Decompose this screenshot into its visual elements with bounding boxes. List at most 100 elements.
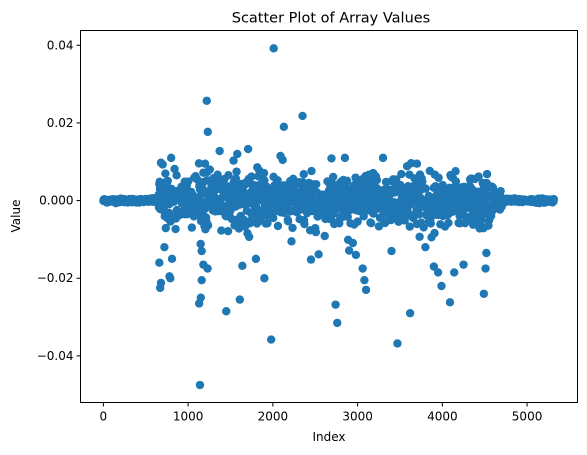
data-point [451,167,460,176]
y-tick-label: 0.04 [47,38,74,52]
data-point [320,231,329,241]
outlier-point [479,289,489,298]
outlier-point [287,237,296,246]
data-point [244,232,254,242]
outlier-point [298,111,307,121]
data-point [348,238,358,248]
data-point [359,212,368,221]
data-point [232,167,241,176]
data-point [344,246,354,255]
outlier-point [195,380,205,390]
data-point [203,127,212,137]
data-point [549,194,559,204]
data-point [327,154,336,163]
data-point [444,218,453,228]
data-point [328,172,338,182]
data-point [196,239,205,249]
outlier-point [166,153,176,163]
outlier-point [429,262,439,271]
outlier-point [421,242,430,252]
data-point [405,222,414,231]
data-point [187,223,197,232]
x-tick-label: 4000 [427,410,458,424]
data-point [342,176,352,185]
outlier-point [266,335,276,344]
data-point [198,185,208,195]
outlier-point [340,153,350,163]
data-point [183,177,193,186]
outlier-point [269,44,278,53]
outlier-point [251,254,261,264]
data-point [194,159,204,168]
x-axis-label: Index [312,430,345,444]
data-point [205,165,215,174]
data-point [311,227,321,237]
outlier-point [459,260,468,269]
data-point [259,168,269,178]
data-point [397,169,406,179]
outlier-point [155,258,164,267]
data-point [474,172,483,181]
outlier-point [306,255,316,264]
data-point [161,169,170,178]
data-point [314,250,323,259]
outlier-point [360,275,369,285]
data-point [307,166,316,176]
outlier-point [482,248,491,258]
outlier-point [197,275,206,285]
outlier-point [331,300,340,309]
data-point [482,169,492,179]
outlier-point [405,308,415,318]
data-point [229,156,238,165]
y-axis-label: Value [9,200,23,233]
data-point [171,224,180,234]
plot-frame [80,30,578,403]
data-point [419,223,428,232]
data-point [223,226,233,236]
data-point [263,219,272,228]
data-point [415,232,424,241]
data-point [202,175,212,185]
data-point [430,228,439,238]
outlier-point [158,160,167,169]
data-point [415,210,424,219]
outlier-point [222,307,231,316]
data-point [434,173,443,182]
y-tick-label: −0.04 [37,349,74,363]
data-point [288,223,297,233]
data-point [343,212,352,221]
outlier-point [166,274,175,283]
data-point [203,221,213,230]
outlier-point [437,281,446,291]
y-tick-label: 0.000 [39,194,73,208]
outlier-point [433,268,443,277]
outlier-point [412,159,422,168]
data-point [372,175,382,185]
outlier-point [235,295,245,304]
x-tick-label: 0 [100,410,108,424]
data-point [269,213,278,223]
x-tick-label: 3000 [342,410,373,424]
outlier-point [333,318,342,328]
data-point [215,146,224,156]
data-point [273,221,283,231]
outlier-point [387,246,396,256]
outlier-point [481,264,490,273]
data-point [172,171,181,180]
outlier-point [279,122,289,131]
outlier-point [160,242,169,252]
outlier-point [197,246,206,256]
outlier-point [450,268,459,277]
outlier-point [238,261,247,271]
outlier-point [378,153,388,163]
data-point [170,164,179,174]
outlier-point [202,96,211,105]
outlier-point [200,159,210,168]
data-point [421,184,430,193]
outlier-point [358,264,367,273]
data-point [366,218,376,228]
outlier-point [393,339,402,348]
outlier-point [233,149,242,159]
data-point [299,170,308,179]
